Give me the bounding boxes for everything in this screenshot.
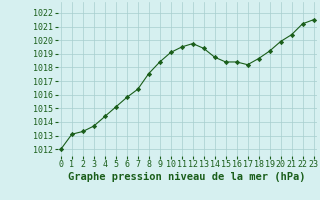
X-axis label: Graphe pression niveau de la mer (hPa): Graphe pression niveau de la mer (hPa) [68, 172, 306, 182]
